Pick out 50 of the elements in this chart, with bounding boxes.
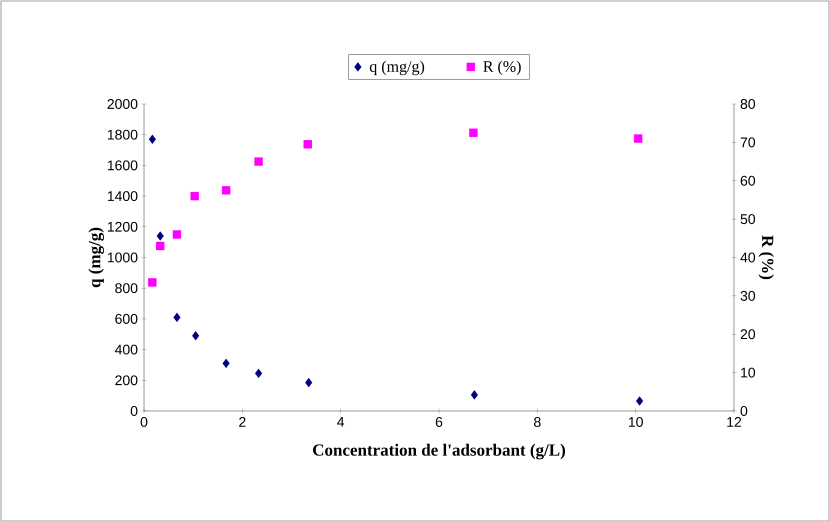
point [148, 134, 156, 144]
y-tick-label: 1000 [108, 252, 138, 262]
y-tick-label: 400 [114, 344, 138, 355]
legend-label: q (mg/g) [370, 60, 424, 76]
x-tick-label: 4 [337, 417, 344, 427]
y-tick-label: 600 [115, 314, 138, 324]
point [254, 157, 263, 166]
y-tick-label: 1200 [108, 222, 138, 232]
point [304, 140, 312, 148]
y2-tick-label: 20 [740, 329, 756, 340]
x-tick-label: 0 [140, 417, 148, 427]
y-tick-label: 800 [115, 283, 138, 294]
y2-axis-title: R (%) [758, 235, 774, 280]
x-axis-title: Concentration de l'adsorbant (g/L) [313, 444, 566, 460]
y2-tick-label: 50 [740, 214, 756, 224]
y2-tick-label: 10 [741, 368, 756, 378]
y-tick-label: 1800 [108, 130, 138, 140]
y2-tick-label: 40 [740, 252, 756, 262]
y2-tick-label: 0 [740, 406, 748, 416]
y2-tick-label: 30 [740, 290, 756, 301]
y-tick-label: 1600 [108, 160, 138, 170]
y-tick-label: 2000 [108, 99, 138, 109]
x-tick-label: 2 [239, 417, 246, 427]
y2-tick-label: 80 [740, 99, 756, 109]
point [192, 331, 200, 340]
point [636, 396, 644, 406]
x-tick-label: 10 [628, 417, 643, 427]
point [190, 192, 199, 200]
point [305, 378, 312, 388]
point [173, 312, 181, 322]
point [148, 278, 157, 287]
point [156, 242, 164, 250]
y-tick-label: 200 [115, 375, 138, 386]
point [254, 368, 262, 378]
x-tick-label: 8 [534, 417, 541, 427]
point [634, 134, 642, 143]
y2-tick-label: 60 [740, 176, 756, 186]
point [469, 128, 478, 137]
point [222, 186, 230, 195]
legend-label: R (%) [483, 60, 521, 76]
point [470, 390, 478, 400]
y-axis-title: q (mg/g) [88, 228, 104, 288]
y-tick-label: 0 [130, 406, 138, 416]
point [156, 231, 164, 241]
y-tick-label: 1400 [108, 191, 138, 202]
x-tick-label: 6 [436, 417, 442, 427]
point [172, 230, 182, 239]
y2-tick-label: 70 [740, 137, 756, 148]
x-tick-label: 12 [727, 417, 742, 427]
point [222, 358, 230, 368]
